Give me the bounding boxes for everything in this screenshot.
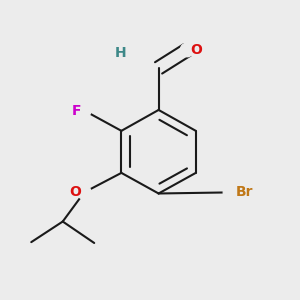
Circle shape xyxy=(77,185,91,199)
Text: F: F xyxy=(71,103,81,118)
Text: Br: Br xyxy=(236,185,253,199)
Circle shape xyxy=(223,183,243,202)
Text: O: O xyxy=(190,43,202,57)
Circle shape xyxy=(180,43,194,57)
Circle shape xyxy=(77,104,91,117)
Text: H: H xyxy=(115,46,127,60)
Circle shape xyxy=(123,46,137,60)
Text: O: O xyxy=(69,185,81,199)
